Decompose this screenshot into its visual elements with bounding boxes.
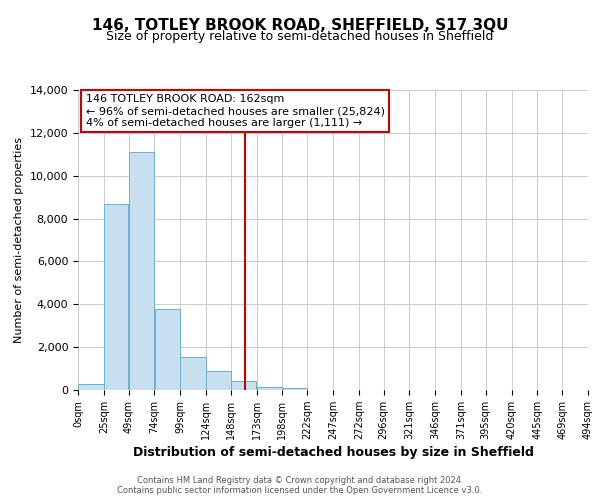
Bar <box>104 204 128 390</box>
Text: Contains HM Land Registry data © Crown copyright and database right 2024.: Contains HM Land Registry data © Crown c… <box>137 476 463 485</box>
Text: 146 TOTLEY BROOK ROAD: 162sqm
← 96% of semi-detached houses are smaller (25,824): 146 TOTLEY BROOK ROAD: 162sqm ← 96% of s… <box>86 94 385 128</box>
Bar <box>231 382 256 390</box>
Bar <box>257 387 282 390</box>
Y-axis label: Number of semi-detached properties: Number of semi-detached properties <box>14 137 24 343</box>
Bar <box>155 308 180 390</box>
Bar <box>283 388 307 390</box>
Bar <box>78 384 104 390</box>
Text: 146, TOTLEY BROOK ROAD, SHEFFIELD, S17 3QU: 146, TOTLEY BROOK ROAD, SHEFFIELD, S17 3… <box>92 18 508 32</box>
Text: Size of property relative to semi-detached houses in Sheffield: Size of property relative to semi-detach… <box>106 30 494 43</box>
Bar <box>129 152 154 390</box>
Bar <box>206 370 230 390</box>
X-axis label: Distribution of semi-detached houses by size in Sheffield: Distribution of semi-detached houses by … <box>133 446 533 459</box>
Bar <box>181 357 206 390</box>
Text: Contains public sector information licensed under the Open Government Licence v3: Contains public sector information licen… <box>118 486 482 495</box>
